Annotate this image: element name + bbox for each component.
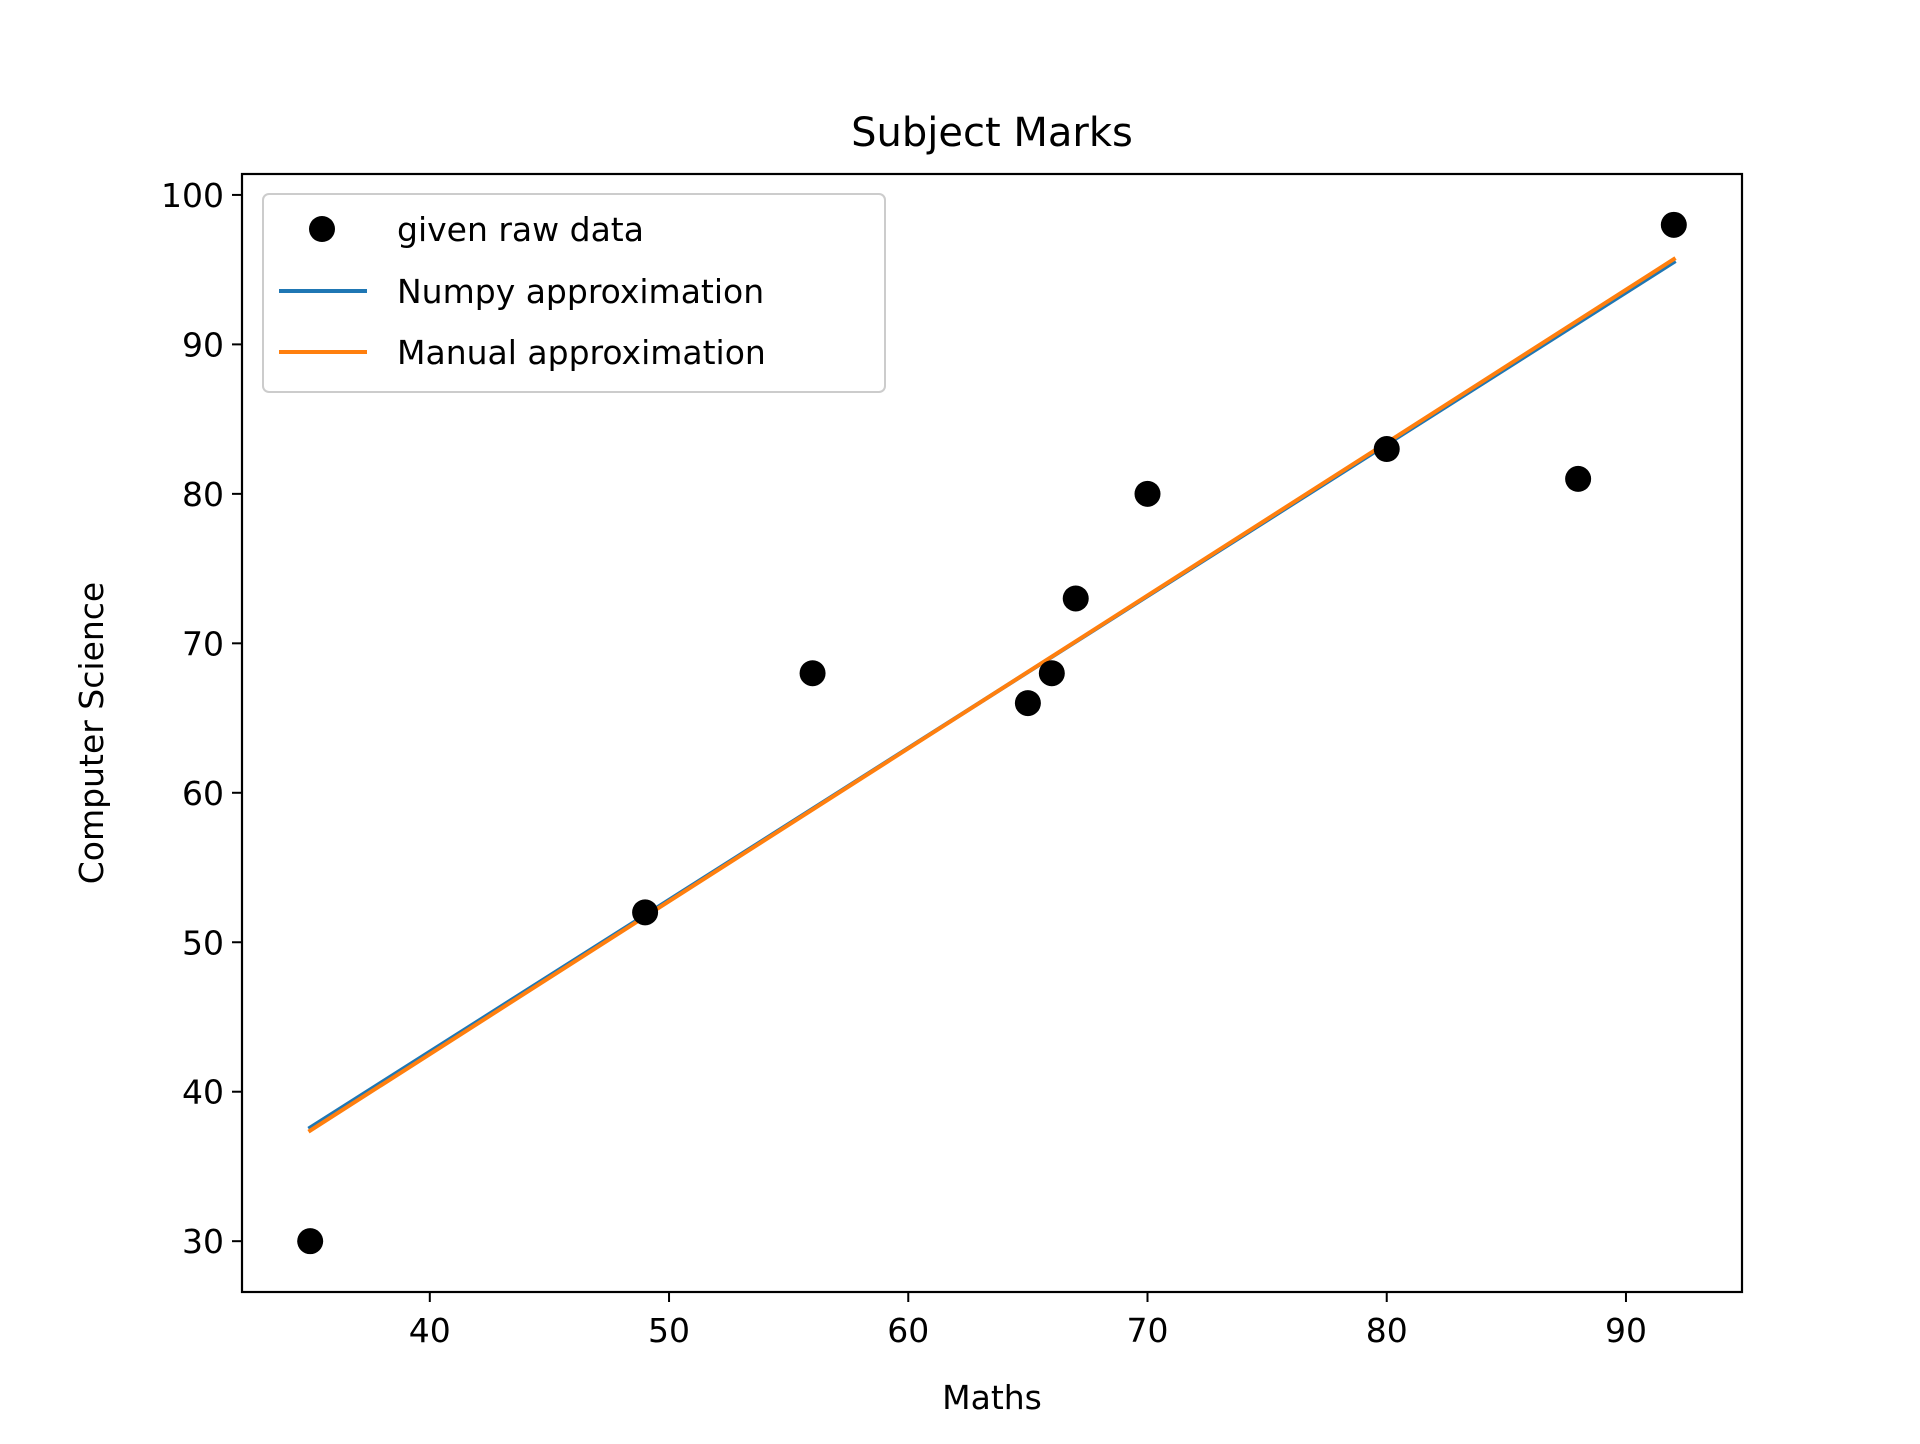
chart-title: Subject Marks xyxy=(851,110,1133,156)
y-tick-label: 80 xyxy=(182,475,224,514)
x-tick-label: 60 xyxy=(887,1311,929,1350)
legend-label-manual: Manual approximation xyxy=(397,333,766,372)
y-axis-ticks: 30 40 50 60 70 80 90 100 xyxy=(161,176,242,1261)
legend-box xyxy=(262,193,886,393)
data-point-5 xyxy=(1062,585,1089,612)
y-tick-label: 40 xyxy=(182,1073,224,1112)
y-tick-label: 50 xyxy=(182,923,224,962)
x-tick-label: 80 xyxy=(1366,1311,1408,1350)
x-tick-label: 70 xyxy=(1127,1311,1169,1350)
y-tick-label: 90 xyxy=(182,325,224,364)
legend-label-numpy: Numpy approximation xyxy=(397,272,764,311)
x-tick-label: 90 xyxy=(1605,1311,1647,1350)
data-point-2 xyxy=(799,660,826,687)
plot-data-layer xyxy=(297,211,1687,1255)
y-axis-label: Computer Science xyxy=(72,582,111,884)
y-tick-label: 100 xyxy=(161,176,224,215)
x-axis-ticks: 40 50 60 70 80 90 xyxy=(409,1292,1647,1350)
x-tick-label: 50 xyxy=(648,1311,690,1350)
data-point-0 xyxy=(297,1228,324,1255)
data-point-8 xyxy=(1565,465,1592,492)
data-point-4 xyxy=(1038,660,1065,687)
series-line-2 xyxy=(307,256,1677,1134)
y-tick-label: 60 xyxy=(182,774,224,813)
data-point-7 xyxy=(1373,436,1400,463)
y-tick-label: 70 xyxy=(182,624,224,663)
x-tick-label: 40 xyxy=(409,1311,451,1350)
data-point-9 xyxy=(1660,211,1687,238)
legend-marker-raw-data xyxy=(309,216,335,242)
data-point-6 xyxy=(1134,480,1161,507)
plot-area-frame xyxy=(240,172,1744,1294)
x-axis-label: Maths xyxy=(942,1378,1042,1417)
data-point-3 xyxy=(1014,690,1041,717)
y-tick-label: 30 xyxy=(182,1222,224,1261)
legend: given raw data Numpy approximation Manua… xyxy=(262,193,886,393)
legend-label-raw-data: given raw data xyxy=(397,210,644,249)
data-point-1 xyxy=(632,899,659,926)
